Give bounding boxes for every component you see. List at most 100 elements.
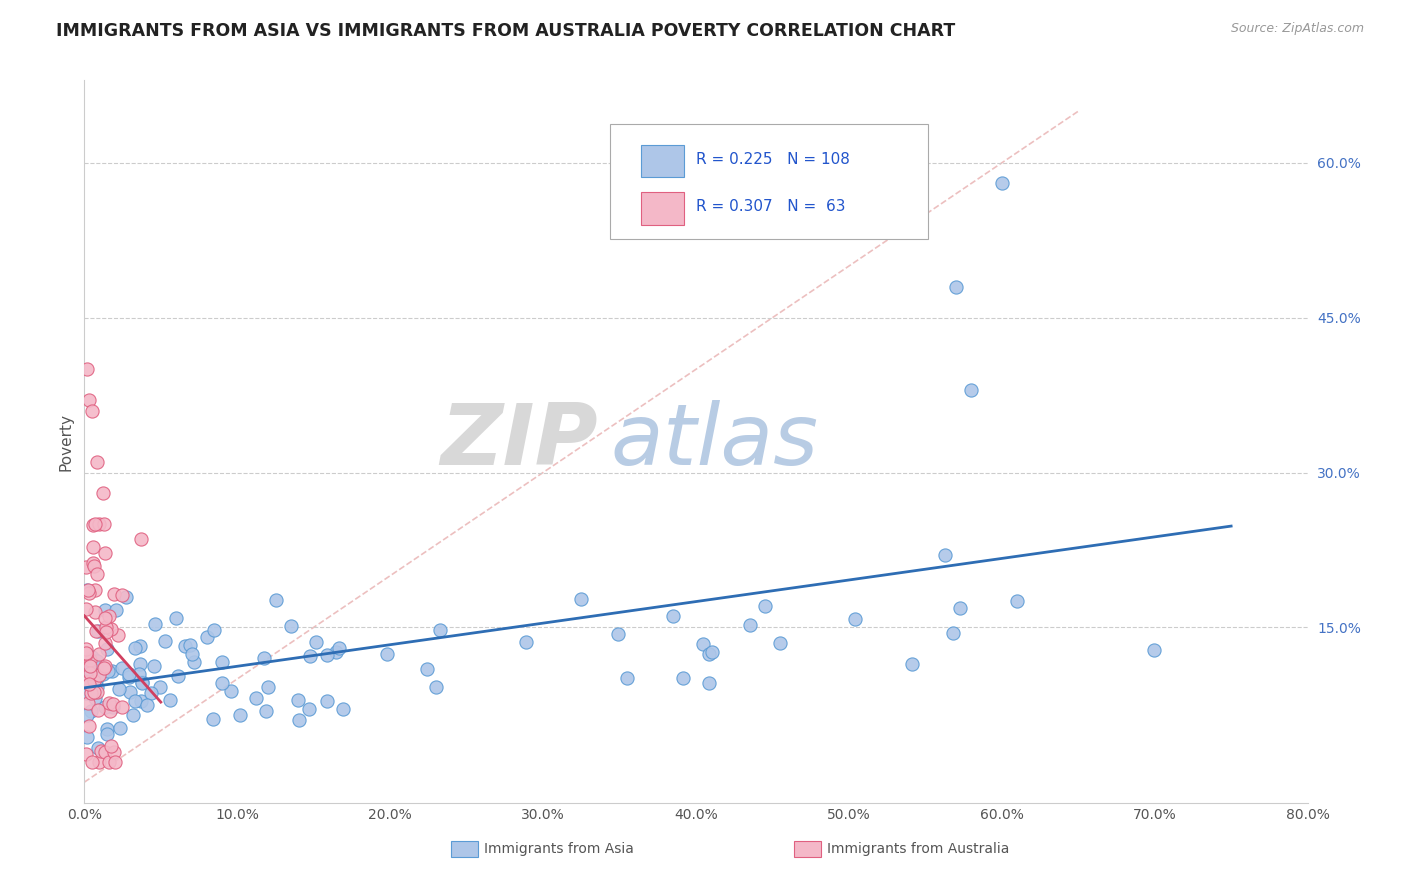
Point	[754, 599, 776, 614]
Point	[153, 634, 176, 648]
Point	[79, 659, 101, 673]
Point	[94, 625, 117, 640]
Point	[96, 727, 118, 741]
Point	[934, 548, 956, 562]
Text: R = 0.225   N = 108: R = 0.225 N = 108	[696, 152, 849, 167]
Point	[740, 617, 762, 632]
Point	[1005, 594, 1028, 608]
Point	[76, 675, 98, 690]
Point	[1143, 643, 1166, 657]
Point	[287, 693, 309, 707]
Point	[129, 532, 152, 546]
Point	[129, 640, 152, 654]
Point	[607, 627, 630, 641]
Point	[697, 647, 720, 661]
Point	[96, 642, 118, 657]
Text: IMMIGRANTS FROM ASIA VS IMMIGRANTS FROM AUSTRALIA POVERTY CORRELATION CHART: IMMIGRANTS FROM ASIA VS IMMIGRANTS FROM …	[56, 22, 956, 40]
Point	[769, 636, 792, 650]
Point	[93, 660, 115, 674]
Point	[900, 657, 922, 671]
Text: Source: ZipAtlas.com: Source: ZipAtlas.com	[1230, 22, 1364, 36]
Point	[97, 696, 120, 710]
Point	[79, 705, 101, 719]
Point	[76, 730, 98, 744]
Point	[86, 624, 108, 638]
Point	[960, 383, 983, 397]
Point	[949, 600, 972, 615]
Point	[75, 559, 97, 574]
Point	[104, 755, 127, 769]
Point	[129, 657, 152, 671]
Point	[167, 669, 190, 683]
Point	[94, 699, 117, 714]
Point	[93, 517, 115, 532]
Point	[103, 587, 125, 601]
Point	[110, 660, 132, 674]
Point	[316, 648, 339, 662]
Point	[101, 664, 124, 678]
Point	[111, 699, 134, 714]
Point	[117, 670, 139, 684]
Point	[98, 755, 121, 769]
Point	[79, 664, 101, 678]
Point	[94, 611, 117, 625]
Point	[83, 582, 105, 597]
Point	[425, 680, 447, 694]
Point	[254, 704, 277, 718]
Point	[115, 591, 138, 605]
Point	[569, 591, 592, 606]
Point	[229, 707, 252, 722]
Text: Immigrants from Asia: Immigrants from Asia	[484, 842, 634, 856]
Point	[75, 747, 97, 761]
Point	[86, 455, 108, 469]
Point	[298, 702, 321, 716]
Bar	[451, 841, 478, 857]
Point	[515, 635, 537, 649]
Point	[844, 612, 866, 626]
Point	[332, 702, 354, 716]
Point	[75, 601, 97, 615]
Point	[76, 582, 98, 597]
Point	[83, 685, 105, 699]
Point	[97, 664, 120, 678]
Point	[80, 755, 103, 769]
Point	[79, 686, 101, 700]
Point	[202, 713, 225, 727]
Point	[76, 582, 98, 597]
Bar	[641, 193, 683, 225]
Point	[98, 704, 121, 718]
Point	[121, 707, 143, 722]
Point	[103, 745, 125, 759]
Point	[89, 517, 111, 532]
Text: atlas: atlas	[610, 400, 818, 483]
Point	[245, 690, 267, 705]
Point	[77, 673, 100, 687]
Point	[79, 585, 101, 599]
Point	[304, 635, 326, 649]
Point	[143, 617, 166, 632]
Point	[83, 690, 105, 705]
Point	[87, 740, 110, 755]
Point	[118, 684, 141, 698]
Point	[87, 703, 110, 717]
Point	[672, 671, 695, 685]
Point	[75, 647, 97, 661]
Point	[94, 636, 117, 650]
Point	[101, 699, 124, 714]
Point	[142, 659, 165, 673]
Point	[124, 640, 146, 655]
Point	[662, 609, 685, 624]
Text: R = 0.307   N =  63: R = 0.307 N = 63	[696, 199, 845, 214]
Point	[111, 588, 134, 602]
Point	[108, 682, 131, 697]
Bar	[794, 841, 821, 857]
Point	[416, 662, 439, 676]
Bar	[641, 145, 683, 178]
Point	[264, 592, 287, 607]
Point	[87, 662, 110, 676]
Point	[76, 362, 98, 376]
Point	[159, 693, 181, 707]
Point	[90, 744, 112, 758]
Point	[179, 638, 201, 652]
Point	[942, 626, 965, 640]
